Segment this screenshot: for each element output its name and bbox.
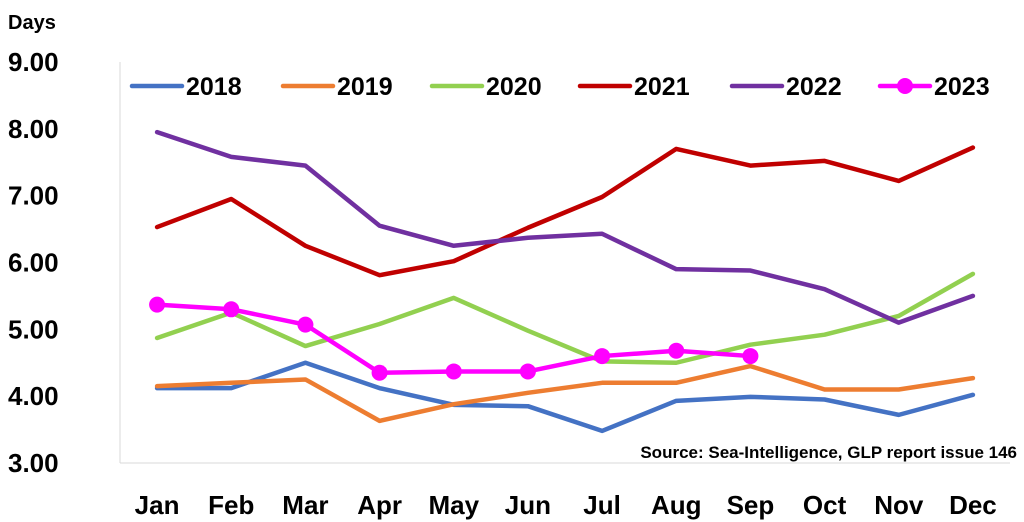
y-tick-label: 9.00 xyxy=(8,47,59,77)
data-point-2023 xyxy=(149,296,166,313)
series-lines xyxy=(149,129,976,434)
legend-label: 2022 xyxy=(786,73,842,101)
x-tick-label: Oct xyxy=(803,490,847,520)
axes xyxy=(119,62,1010,464)
x-axis-ticks: Jan Feb Mar Apr May Jun Jul Aug Sep Oct Nov Dec xyxy=(135,490,997,520)
legend-label: 2019 xyxy=(337,73,393,101)
legend-item-2021: 2021 xyxy=(577,73,690,101)
series-line-2022 xyxy=(154,129,976,325)
series-2019 xyxy=(154,363,976,424)
source-note: Source: Sea-Intelligence, GLP report iss… xyxy=(640,443,1017,462)
data-point-2023 xyxy=(668,342,685,359)
legend-label: 2020 xyxy=(486,73,542,101)
x-tick-label: Mar xyxy=(282,490,328,520)
data-point-2023 xyxy=(445,363,462,380)
data-point-2023 xyxy=(594,348,611,365)
legend-item-2020: 2020 xyxy=(429,73,542,101)
x-tick-label: Sep xyxy=(727,490,775,520)
x-tick-label: Feb xyxy=(208,490,254,520)
y-axis-label: Days xyxy=(8,12,56,34)
series-line-2018 xyxy=(154,360,976,434)
x-tick-label: Jan xyxy=(135,490,180,520)
y-tick-label: 7.00 xyxy=(8,181,59,211)
series-2022 xyxy=(154,129,976,325)
legend-item-2023: 2023 xyxy=(877,73,990,101)
y-axis-ticks: 3.00 4.00 5.00 6.00 7.00 8.00 9.00 xyxy=(8,47,59,478)
series-2018 xyxy=(154,360,976,434)
y-tick-label: 6.00 xyxy=(8,248,59,278)
legend-item-2019: 2019 xyxy=(280,73,393,101)
data-point-2023 xyxy=(742,348,759,365)
data-point-2023 xyxy=(371,364,388,381)
series-line-2019 xyxy=(154,363,976,424)
x-tick-label: Dec xyxy=(949,490,997,520)
legend-label: 2018 xyxy=(186,73,242,101)
x-tick-label: Jun xyxy=(505,490,551,520)
data-point-2023 xyxy=(297,316,314,333)
y-tick-label: 8.00 xyxy=(8,114,59,144)
x-tick-label: May xyxy=(428,490,479,520)
x-tick-label: Aug xyxy=(651,490,702,520)
x-tick-label: Apr xyxy=(357,490,402,520)
legend-item-2022: 2022 xyxy=(729,73,842,101)
legend-marker xyxy=(897,78,913,94)
series-line-2021 xyxy=(154,145,976,278)
legend-label: 2021 xyxy=(634,73,690,101)
data-point-2023 xyxy=(519,363,536,380)
legend-label: 2023 xyxy=(934,73,990,101)
y-tick-label: 5.00 xyxy=(8,314,59,344)
x-tick-label: Nov xyxy=(874,490,924,520)
series-line-2020 xyxy=(154,271,976,365)
series-2021 xyxy=(154,145,976,278)
y-tick-label: 3.00 xyxy=(8,448,59,478)
data-point-2023 xyxy=(223,301,240,318)
legend: 2018 2019 2020 2021 2022 2023 xyxy=(129,73,990,101)
y-tick-label: 4.00 xyxy=(8,381,59,411)
x-tick-label: Jul xyxy=(583,490,621,520)
series-2020 xyxy=(154,271,976,365)
legend-item-2018: 2018 xyxy=(129,73,242,101)
series-2023 xyxy=(149,296,759,381)
